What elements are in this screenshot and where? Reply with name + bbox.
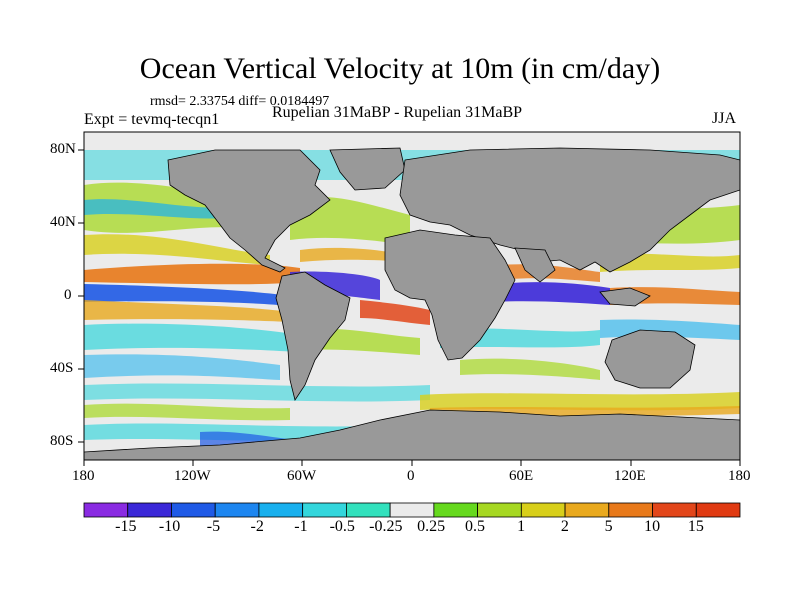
- colorbar-box: [214, 502, 260, 518]
- colorbar-label: -0.25: [369, 518, 403, 535]
- x-tick-label: 180: [728, 468, 751, 484]
- x-tick-label: 0: [407, 468, 415, 484]
- colorbar-box: [433, 502, 479, 518]
- y-tick-label: 80N: [50, 141, 76, 157]
- colorbar-box: [345, 502, 391, 518]
- colorbar-box: [652, 502, 697, 518]
- colorbar-label: 15: [687, 518, 704, 535]
- land-masses: [84, 147, 740, 460]
- colorbar-label: 0.25: [417, 518, 446, 535]
- comparison-label: Rupelian 31MaBP - Rupelian 31MaBP: [272, 104, 523, 121]
- colorbar-box: [564, 502, 610, 518]
- colorbar-label: -0.5: [329, 518, 355, 535]
- colorbar-label: -5: [206, 518, 221, 535]
- colorbar-box: [608, 502, 653, 518]
- x-tick-label: 120W: [174, 468, 211, 484]
- colorbar-boxes: [83, 502, 741, 518]
- colorbar-box: [83, 502, 129, 518]
- colorbar-label: -2: [250, 518, 264, 535]
- x-tick-label: 180: [72, 468, 95, 484]
- x-tick-label: 60W: [287, 468, 317, 484]
- stats-label: rmsd= 2.33754 diff= 0.0184497: [150, 94, 330, 109]
- colorbar-box: [389, 502, 435, 518]
- map-plot-area: [84, 132, 740, 460]
- colorbar-box: [520, 502, 566, 518]
- colorbar-box: [695, 502, 741, 518]
- colorbar-label: 2: [560, 518, 569, 535]
- colorbar-box: [477, 502, 522, 518]
- chart-title: Ocean Vertical Velocity at 10m (in cm/da…: [139, 52, 661, 85]
- colorbar-label: 0.5: [465, 518, 485, 535]
- y-tick-label: 40N: [50, 214, 76, 230]
- y-tick-label: 40S: [50, 360, 74, 376]
- colorbar-label: 1: [517, 518, 526, 535]
- y-tick-label: 0: [64, 287, 72, 303]
- colorbar-box: [127, 502, 172, 518]
- experiment-label: Expt = tevmq-tecqn1: [84, 111, 220, 128]
- season-label: JJA: [712, 110, 737, 127]
- x-tick-label: 120E: [614, 468, 646, 484]
- colorbar-label: 10: [644, 518, 661, 535]
- colorbar-label: -1: [294, 518, 308, 535]
- colorbar-label: -15: [115, 518, 137, 535]
- colorbar-box: [258, 502, 304, 518]
- colorbar-label: 5: [604, 518, 613, 535]
- axis-ticks: [78, 149, 741, 466]
- y-tick-label: 80S: [50, 433, 74, 449]
- colorbar-label: -10: [158, 518, 181, 535]
- colorbar-box: [171, 502, 216, 518]
- colorbar-box: [302, 502, 347, 518]
- x-tick-label: 60E: [509, 468, 534, 484]
